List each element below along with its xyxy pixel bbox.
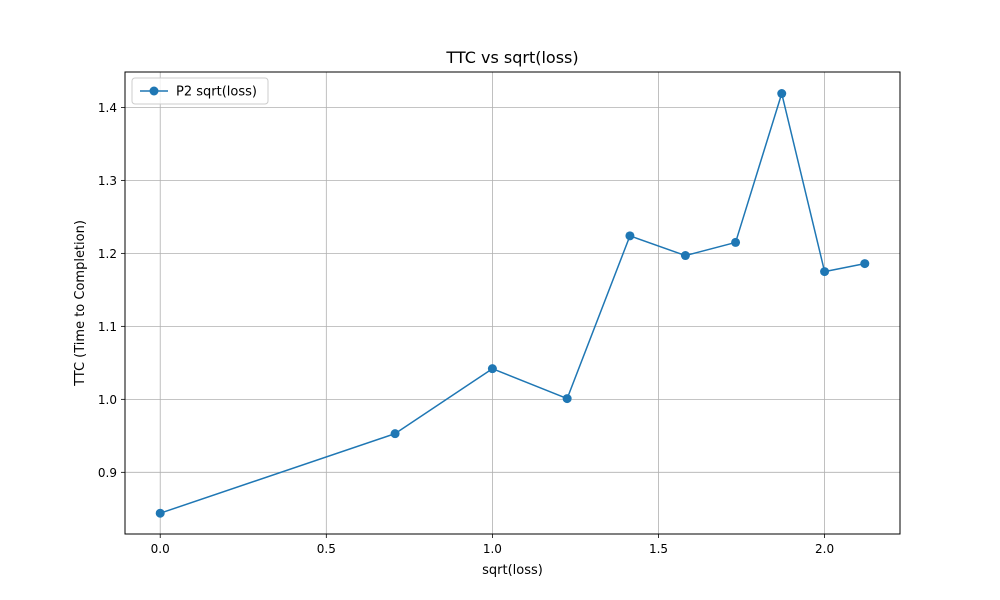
legend: P2 sqrt(loss) [131,77,269,105]
y-tick-label: 1.0 [98,393,117,407]
x-tick-label: 0.0 [151,542,170,556]
data-point [731,237,741,247]
axis-ticks: 0.0 0.5 1.0 1.5 2.0 0.9 1.0 1.1 1.2 1.3 1.4 [98,101,834,556]
y-tick-label: 0.9 [98,466,117,480]
data-point [777,89,787,99]
series-line [159,92,865,514]
grid [125,72,900,534]
data-point [390,429,400,439]
y-axis-label: TTC (Time to Completion) [73,220,88,387]
x-tick-label: 1.5 [649,542,668,556]
x-tick-label: 1.0 [483,542,502,556]
y-tick-label: 1.3 [98,174,117,188]
data-point [562,394,572,404]
y-tick-label: 1.4 [98,101,117,115]
data-point [487,364,497,374]
y-tick-label: 1.1 [98,320,117,334]
data-point [820,267,830,277]
plot-area [125,72,900,534]
legend-point-marker [149,86,159,96]
x-axis-label: sqrt(loss) [482,563,543,578]
plot-frame [124,71,901,535]
data-point [680,251,690,261]
series-layer [155,89,870,518]
data-point [625,231,635,241]
chart-title: TTC vs sqrt(loss) [445,48,578,67]
data-point [155,508,165,518]
x-tick-label: 0.5 [317,542,336,556]
legend-label: P2 sqrt(loss) [176,85,257,100]
y-tick-label: 1.2 [98,247,117,261]
legend-box [131,77,269,105]
x-tick-label: 2.0 [815,542,834,556]
data-point [860,259,870,269]
